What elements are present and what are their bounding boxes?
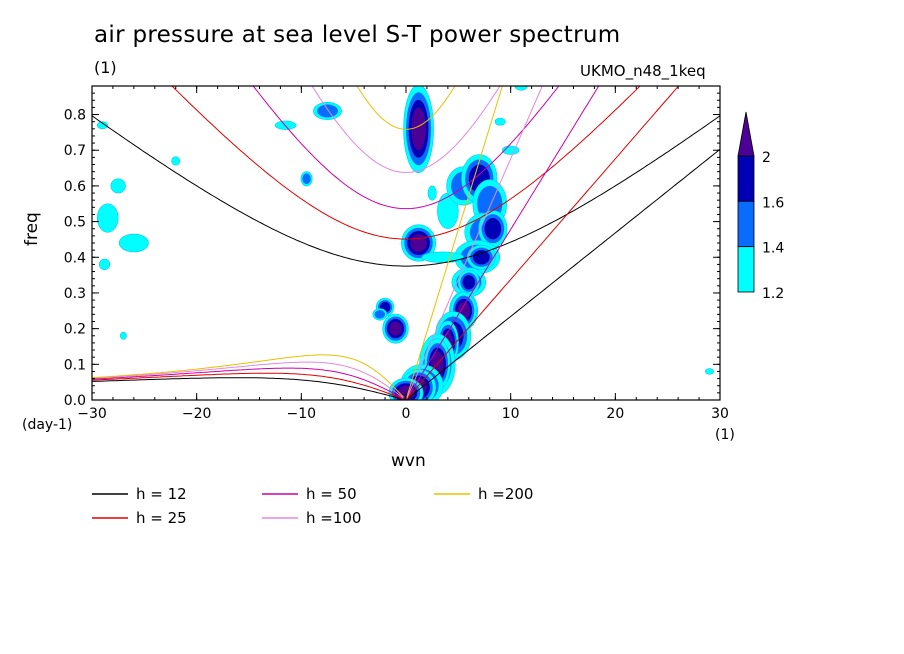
spectral-blob-1-level-3	[410, 234, 427, 252]
kelvin-curve-h100	[405, 86, 543, 400]
x-axis-label: wvn	[391, 451, 426, 471]
y-tick-label-1: 0.1	[64, 357, 86, 373]
x-tick-label-0: −30	[77, 406, 107, 422]
spectral-blob-4-level-1	[374, 310, 386, 319]
y-tick-label-2: 0.2	[64, 322, 86, 338]
legend-label-h100: h =100	[306, 509, 361, 527]
spectral-blob-11-level-0	[99, 258, 111, 271]
x-tick-label-5: 20	[606, 406, 624, 422]
y-tick-label-6: 0.6	[64, 179, 86, 195]
kelvin-curve-h12	[405, 148, 720, 400]
legend: h = 12 h = 25 h = 50 h =100 h =200	[92, 485, 533, 527]
y-tick-label-3: 0.3	[64, 286, 86, 302]
x-tick-label-6: 30	[711, 406, 729, 422]
spectral-blob-39-level-0	[427, 185, 437, 201]
colorbar-segment-1	[737, 200, 755, 248]
y-tick-label-0: 0.0	[64, 393, 86, 409]
kelvin-curve-h50	[405, 86, 600, 400]
inertia-gravity-curve-h25	[171, 86, 641, 240]
dispersion-curves	[92, 86, 720, 400]
spectral-blob-12-level-0	[171, 156, 181, 166]
x-tick-label-1: −20	[182, 406, 212, 422]
spectral-blob-3-level-3	[389, 321, 402, 336]
rossby-curve-h200	[92, 354, 404, 398]
rossby-curve-h50	[92, 367, 404, 400]
rossby-curve-h100	[92, 361, 404, 399]
colorbar-label-1: 1.6	[762, 195, 784, 211]
legend-label-h12: h = 12	[136, 485, 187, 503]
spectral-blob-24-level-0	[421, 251, 464, 263]
spectral-blob-9-level-0	[118, 233, 149, 253]
kelvin-curve-h25	[405, 86, 680, 400]
spectral-blob-8-level-0	[96, 203, 119, 233]
spectral-blob-5-level-1	[317, 104, 338, 118]
colorbar: 2 1.6 1.4 1.2	[737, 111, 784, 302]
spectral-blob-7-level-0	[274, 120, 297, 130]
spectral-blob-6-level-1	[302, 173, 311, 185]
title-units: (1)	[94, 58, 117, 77]
colorbar-arrow	[737, 111, 755, 157]
kelvin-curve-h200	[405, 86, 503, 400]
colorbar-label-2: 1.4	[762, 241, 784, 257]
x-tick-label-4: 10	[502, 406, 520, 422]
spectral-blob-14-level-0	[119, 331, 127, 340]
spectral-blob-21-level-2	[484, 218, 502, 240]
y-tick-label-7: 0.7	[64, 143, 86, 159]
spectral-blob-0-level-3	[411, 107, 426, 151]
chart-title: air pressure at sea level S-T power spec…	[94, 22, 621, 48]
colorbar-label-0: 2	[762, 150, 771, 166]
spectral-blob-26-level-2	[462, 275, 476, 290]
legend-label-h50: h = 50	[306, 485, 357, 503]
spectral-blob-23-level-2	[472, 250, 490, 265]
colorbar-segment-0	[737, 155, 755, 202]
model-label: UKMO_n48_1keq	[580, 62, 706, 80]
rossby-curve-h12	[92, 377, 404, 400]
x-axis-left-unit: (day-1)	[22, 417, 73, 433]
axis-ticks: −30 −20 −10 0 10 20 30 0.0 0.1 0.2 0.3 0.4 0.5 0.6 0.7…	[64, 85, 729, 422]
colorbar-label-3: 1.2	[762, 286, 784, 302]
spectral-blob-13-level-0	[96, 121, 109, 130]
spectral-blob-15-level-0	[705, 368, 715, 375]
inertia-gravity-curve-h12	[92, 115, 720, 267]
y-tick-label-8: 0.8	[64, 108, 86, 124]
spectral-power-contours	[96, 86, 715, 400]
colorbar-segment-2	[737, 246, 755, 293]
y-tick-label-4: 0.4	[64, 250, 86, 266]
spectral-blob-37-level-0	[494, 117, 506, 126]
spectral-blob-10-level-0	[110, 178, 126, 194]
y-tick-label-5: 0.5	[64, 215, 86, 231]
legend-label-h25: h = 25	[136, 509, 187, 527]
inertia-gravity-curve-h100	[311, 86, 501, 173]
rossby-curve-h25	[92, 372, 404, 400]
x-tick-label-2: −10	[287, 406, 317, 422]
inertia-gravity-curve-h200	[356, 86, 456, 130]
legend-label-h200: h =200	[478, 485, 533, 503]
x-tick-label-3: 0	[402, 406, 411, 422]
inertia-gravity-curve-h50	[252, 86, 560, 210]
x-axis-right-unit: (1)	[715, 427, 735, 443]
